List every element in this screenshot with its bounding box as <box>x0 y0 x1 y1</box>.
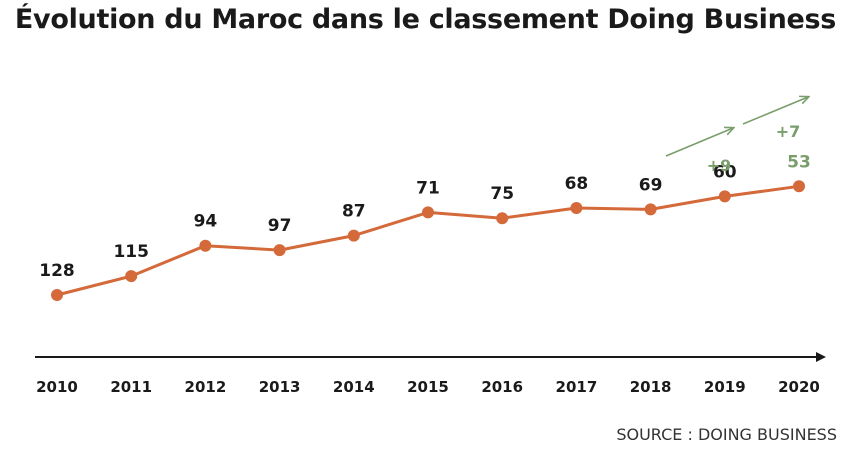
data-point-2010 <box>51 289 63 301</box>
x-tick-label-2011: 2011 <box>110 378 152 396</box>
data-point-2020 <box>793 180 805 193</box>
data-point-2019 <box>718 190 731 203</box>
data-point-2011 <box>125 270 138 283</box>
annotation-plus-7: +7 <box>776 122 801 141</box>
data-label-2020: 53 <box>787 152 811 172</box>
data-point-2012 <box>199 239 212 252</box>
x-tick-label-2010: 2010 <box>36 378 78 396</box>
data-label-2011: 115 <box>113 242 149 262</box>
data-label-2014: 87 <box>342 202 366 222</box>
x-tick-label-2017: 2017 <box>556 378 598 396</box>
data-label-2017: 68 <box>565 174 589 194</box>
data-label-2019: 60 <box>713 162 737 182</box>
data-label-2012: 94 <box>194 212 218 232</box>
chart-title: Évolution du Maroc dans le classement Do… <box>14 4 837 35</box>
x-tick-label-2018: 2018 <box>630 378 672 396</box>
data-label-2016: 75 <box>490 184 514 204</box>
data-label-2015: 71 <box>416 178 440 198</box>
data-point-2015 <box>422 206 434 219</box>
data-point-2016 <box>496 212 509 225</box>
series-line <box>56 184 800 297</box>
data-label-2013: 97 <box>268 216 292 236</box>
data-point-2018 <box>644 203 657 216</box>
x-tick-label-2015: 2015 <box>407 378 449 396</box>
data-point-2014 <box>347 229 360 242</box>
x-tick-label-2014: 2014 <box>333 378 375 396</box>
x-tick-label-2020: 2020 <box>778 378 820 396</box>
x-tick-label-2013: 2013 <box>259 378 301 396</box>
annotation-plus-9: +9 <box>707 156 732 175</box>
source-note: SOURCE : DOING BUSINESS <box>616 425 837 444</box>
data-label-2010: 128 <box>39 261 75 281</box>
x-tick-label-2012: 2012 <box>185 378 227 396</box>
x-tick-label-2019: 2019 <box>704 378 746 396</box>
increase-arrow-2020 <box>742 97 808 125</box>
data-point-2017 <box>570 202 583 214</box>
data-point-2013 <box>273 244 286 257</box>
data-label-2018: 69 <box>639 175 663 195</box>
x-tick-label-2016: 2016 <box>481 378 523 396</box>
increase-arrow-2019 <box>665 128 733 157</box>
